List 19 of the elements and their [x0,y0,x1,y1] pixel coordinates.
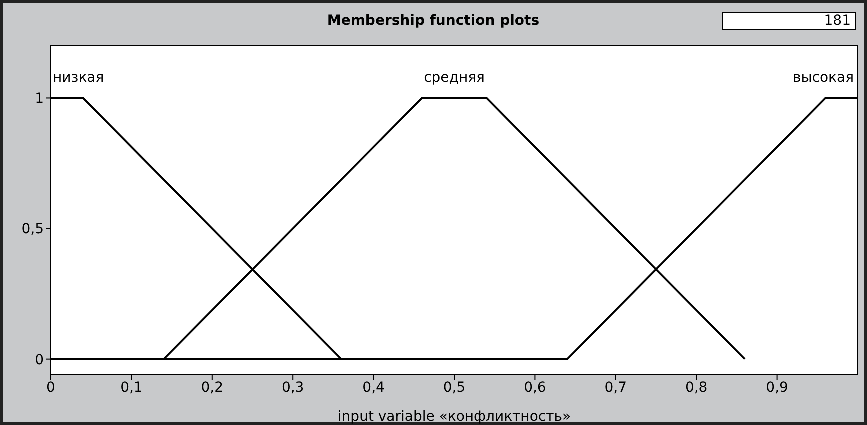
text: 181 [722,12,856,30]
x-tick-label: 0,6 [524,380,546,396]
series-label: низкая [53,70,104,86]
series-label: высокая [792,70,854,86]
chart-title: Membership function plots [327,13,540,29]
x-tick-label: 0,8 [685,380,708,396]
y-tick-label: 0,5 [22,222,44,238]
x-tick-label: 0,1 [120,380,143,396]
x-tick-label: 0,3 [282,380,304,396]
x-tick-label: 0,9 [766,380,788,396]
x-axis-title: input variable «конфликтность» [338,409,572,425]
x-tick-label: 0,4 [362,380,386,396]
x-tick-label: 0,5 [443,380,466,396]
y-tick-label: 1 [35,91,44,108]
x-tick-label: 0 [46,380,56,396]
x-tick-label: 0,7 [604,380,628,396]
x-tick-label: 0,2 [201,380,224,396]
y-tick-label: 0 [35,352,44,368]
series-label: средняя [424,70,485,86]
